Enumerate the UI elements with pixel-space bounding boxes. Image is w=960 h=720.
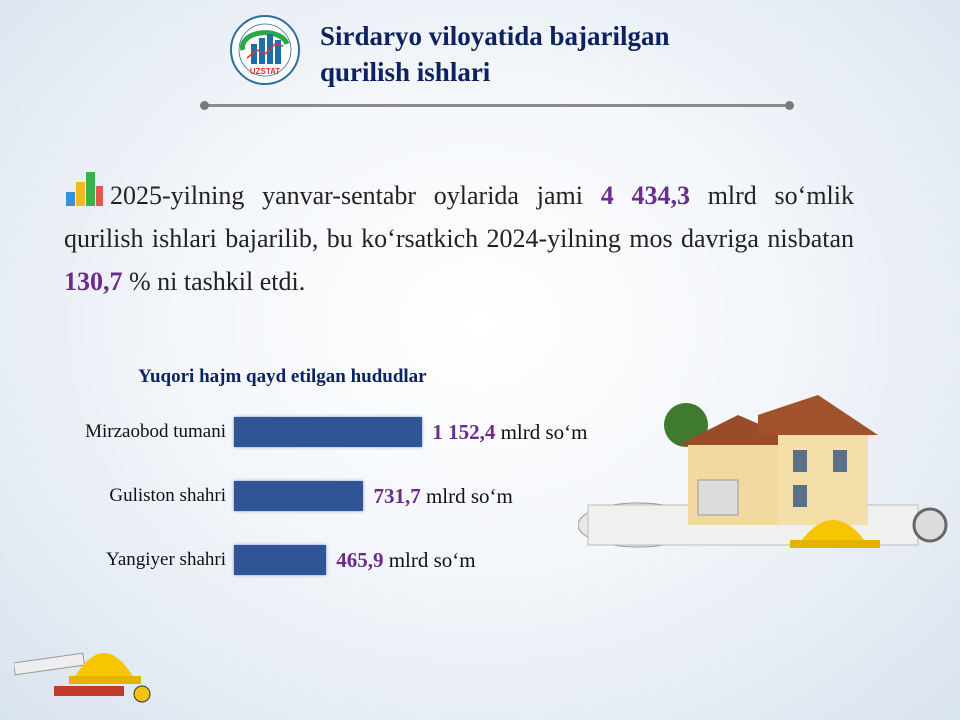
bar [234,545,327,575]
category-label: Yangiyer shahri [106,549,226,570]
summary-part: % ni tashkil etdi. [122,267,306,296]
uzstat-logo: UZSTAT [230,15,300,85]
summary-part: 2025-yilning yanvar-sentabr oylarida jam… [110,181,601,210]
divider-dot [200,101,209,110]
divider [204,104,790,107]
bar-chart-icon [66,172,103,206]
bar-row: Guliston shahri 731,7 mlrd so‘m [0,481,700,511]
value-number: 465,9 [336,548,384,572]
hardhat-tools-illustration [14,652,151,703]
divider-dot [785,101,794,110]
value-number: 1 152,4 [432,420,496,444]
title-line-1: Sirdaryo viloyatida bajarilgan [320,21,670,51]
percent-value: 130,7 [64,267,123,296]
page-title: Sirdaryo viloyatida bajarilgan qurilish … [320,18,670,90]
value-label: 731,7 mlrd so‘m [373,484,512,509]
total-value: 4 434,3 [600,181,690,210]
category-label: Guliston shahri [109,485,226,506]
value-number: 731,7 [373,484,421,508]
value-unit: mlrd so‘m [388,548,476,572]
bar-row: Yangiyer shahri 465,9 mlrd so‘m [0,545,700,575]
value-unit: mlrd so‘m [500,420,588,444]
category-label: Mirzaobod tumani [85,421,226,442]
value-label: 1 152,4 mlrd so‘m [432,420,587,445]
value-label: 465,9 mlrd so‘m [336,548,475,573]
chart-title: Yuqori hajm qayd etilgan hududlar [138,366,427,387]
bar [234,481,364,511]
summary-text: 2025-yilning yanvar-sentabr oylarida jam… [64,168,854,303]
house-illustration [578,395,948,548]
value-unit: mlrd so‘m [425,484,513,508]
logo-text: UZSTAT [250,67,280,76]
title-line-2: qurilish ishlari [320,57,491,87]
bar [234,417,423,447]
summary-part: mlrd so‘mlik qurilish ishlari bajarilib,… [64,181,854,253]
bar-row: Mirzaobod tumani 1 152,4 mlrd so‘m [0,417,700,447]
